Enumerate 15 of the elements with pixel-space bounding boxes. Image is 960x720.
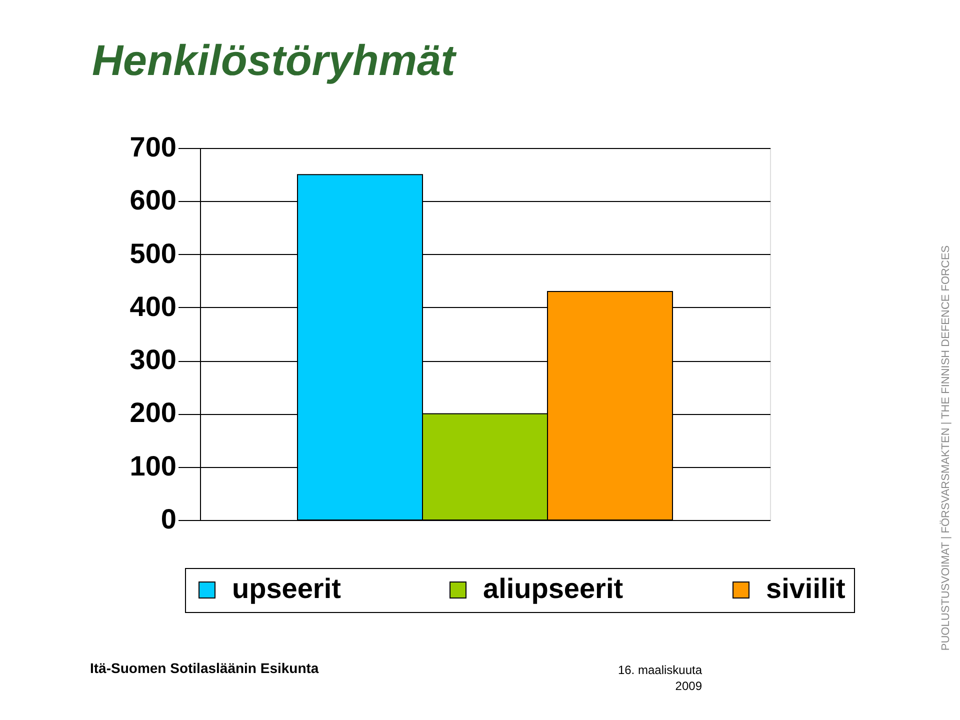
text: PUOLUSTUSVOIMAT | FÖRSVARSMAKTEN | THE FINNISH DEFENCE FORCES bbox=[939, 245, 952, 651]
y-tick-label: 300 bbox=[130, 344, 176, 376]
legend-label: aliupseerit bbox=[483, 573, 624, 604]
y-tick-label: 100 bbox=[130, 450, 176, 482]
y-tick-label: 0 bbox=[160, 504, 176, 534]
legend-label: upseerit bbox=[232, 573, 341, 604]
legend-label: siviilit bbox=[766, 573, 846, 604]
text: 16. maaliskuuta 2009 bbox=[618, 663, 702, 693]
y-tick-label: 200 bbox=[130, 397, 176, 428]
y-tick-label: 700 bbox=[130, 132, 176, 162]
y-tick-label: 500 bbox=[130, 238, 176, 269]
y-tick-label: 600 bbox=[130, 184, 176, 216]
y-tick-label: 400 bbox=[130, 290, 176, 322]
chart-title: Henkilöstöryhmät bbox=[92, 37, 457, 85]
text: Itä-Suomen Sotilasläänin Esikunta bbox=[90, 660, 319, 676]
